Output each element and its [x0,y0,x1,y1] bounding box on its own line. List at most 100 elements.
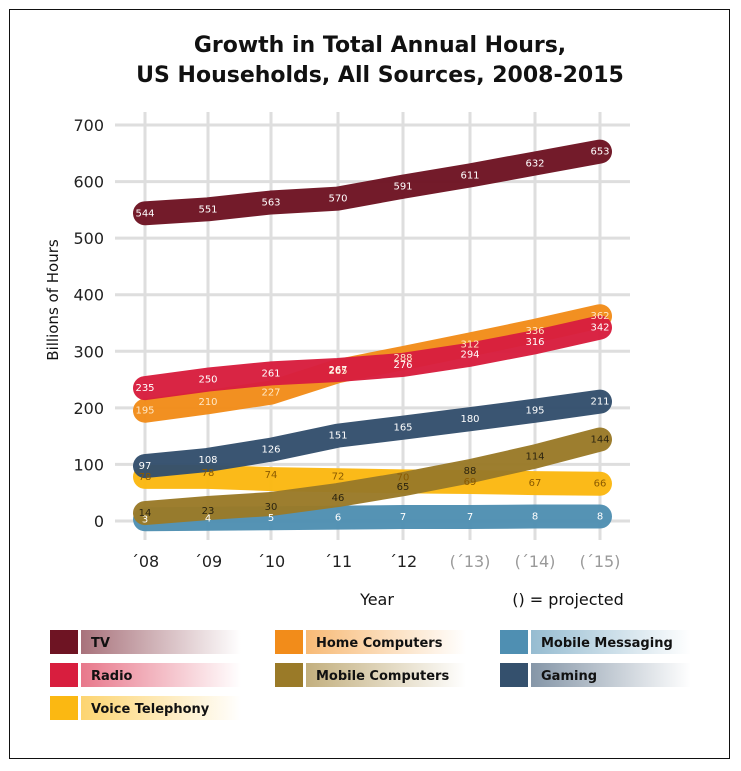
data-label-mobile-messaging: 8 [597,512,603,523]
series-line-radio [133,315,612,401]
legend-bar [531,630,691,654]
data-label-radio: 261 [261,368,280,379]
legend-item-mobile-messaging: Mobile Messaging [500,630,691,654]
data-label-gaming: 165 [393,423,412,434]
data-label-mobile-messaging: 5 [268,513,274,524]
data-label-mobile-computers: 23 [202,506,215,517]
series-line-tv [133,139,612,226]
data-label-home-computers: 265 [328,366,347,377]
data-label-mobile-messaging: 8 [532,512,538,523]
data-label-tv: 570 [328,194,347,205]
legend-label: Radio [91,669,133,684]
legend-label: Gaming [541,669,597,684]
series-line-gaming [133,389,612,479]
x-tick-label: ´09 [194,552,222,571]
data-label-mobile-messaging: 7 [400,512,406,523]
data-label-home-computers: 227 [261,388,280,399]
data-label-mobile-computers: 65 [397,482,410,493]
legend-label: Home Computers [316,636,443,651]
data-label-gaming: 211 [590,397,609,408]
legend-bar [81,630,241,654]
data-label-home-computers: 312 [460,340,479,351]
axes: 0 100 200 300 400 500 600 700 ´08 ´09 ´10 ´11 ´12 (´1… [44,116,624,609]
legend-item-voice-telephony: Voice Telephony [50,696,241,720]
data-label-tv: 611 [460,170,479,181]
legend-item-tv: TV [50,630,241,654]
y-tick-label: 300 [73,342,104,361]
data-label-gaming: 151 [328,431,347,442]
legend-item-home-computers: Home Computers [275,630,466,654]
data-label-tv: 591 [393,182,412,193]
legend-item-radio: Radio [50,663,241,687]
data-label-mobile-messaging: 7 [467,512,473,523]
chart-title-line-2: US Households, All Sources, 2008-2015 [136,63,624,88]
x-tick-label: ´10 [257,552,285,571]
projected-note: () = projected [512,590,624,609]
data-label-mobile-messaging: 3 [142,514,148,525]
series-line-mobile-computers [133,427,612,526]
data-label-voice-telephony: 78 [139,472,152,483]
data-label-radio: 342 [590,323,609,334]
legend-swatch [50,630,78,654]
x-axis-label: Year [359,590,394,609]
legend-bar [306,630,466,654]
data-label-tv: 544 [135,208,154,219]
data-label-home-computers: 210 [198,397,217,408]
legend-bar [531,663,691,687]
data-label-mobile-messaging: 6 [335,513,341,524]
data-label-mobile-computers: 14 [139,508,152,519]
legend-swatch [50,696,78,720]
data-label-gaming: 180 [460,414,479,425]
legend-bar [306,663,466,687]
data-label-mobile-messaging: 4 [205,514,211,525]
data-label-mobile-computers: 46 [332,493,345,504]
y-tick-label: 700 [73,116,104,135]
data-label-home-computers: 362 [590,311,609,322]
x-tick-label: ´11 [324,552,352,571]
data-label-tv: 551 [198,204,217,215]
y-tick-label: 400 [73,286,104,305]
data-label-voice-telephony: 78 [202,468,215,479]
legend-swatch [275,663,303,687]
data-label-radio: 276 [393,360,412,371]
legend-label: TV [91,636,110,651]
data-label-mobile-computers: 30 [265,502,278,513]
legend-label: Voice Telephony [91,702,210,717]
legend-swatch [50,663,78,687]
data-label-home-computers: 195 [135,406,154,417]
y-tick-label: 200 [73,399,104,418]
x-tick-label: ´08 [131,552,159,571]
x-tick-label: (´15) [580,552,621,571]
data-label-radio: 294 [460,350,479,361]
legend: TV Home Computers Mobile Messaging Radio Mob… [50,630,691,720]
data-label-voice-telephony: 70 [397,472,410,483]
legend-label: Mobile Messaging [541,636,673,651]
x-tick-label: (´13) [450,552,491,571]
y-tick-label: 0 [94,512,104,531]
legend-bar [81,663,241,687]
data-label-gaming: 126 [261,445,280,456]
series-lines [133,139,612,532]
data-label-home-computers: 288 [393,353,412,364]
data-label-home-computers: 336 [525,326,544,337]
legend-swatch [500,630,528,654]
data-label-voice-telephony: 66 [594,479,607,490]
legend-swatch [275,630,303,654]
y-tick-label: 100 [73,455,104,474]
data-label-radio: 316 [525,337,544,348]
data-label-radio: 267 [328,365,347,376]
legend-bar [81,696,241,720]
data-label-voice-telephony: 69 [464,477,477,488]
data-label-mobile-computers: 88 [464,466,477,477]
data-label-voice-telephony: 74 [265,470,278,481]
legend-swatch [500,663,528,687]
x-tick-label: (´14) [515,552,556,571]
data-label-voice-telephony: 67 [529,478,542,489]
y-tick-label: 600 [73,173,104,192]
y-tick-label: 500 [73,229,104,248]
y-axis-label: Billions of Hours [44,239,62,361]
data-label-gaming: 195 [525,406,544,417]
data-label-radio: 235 [135,383,154,394]
data-label-radio: 250 [198,375,217,386]
